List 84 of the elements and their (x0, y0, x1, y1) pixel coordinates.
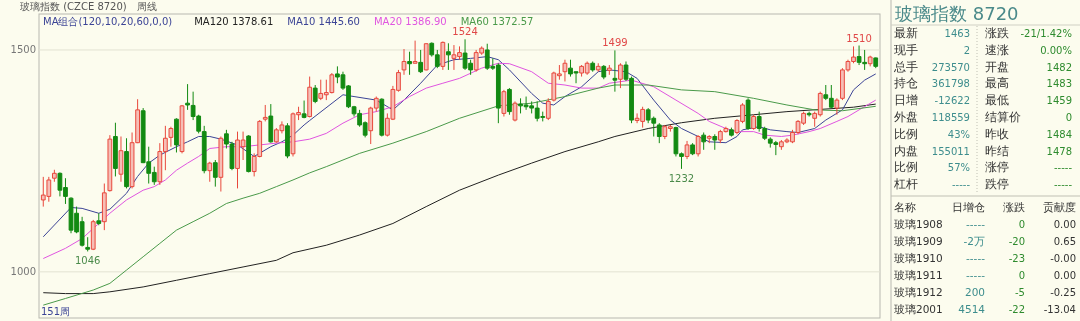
text: 日增仓 (952, 201, 985, 214)
text: 1482 (1046, 61, 1072, 73)
text: 1459 (1046, 95, 1072, 107)
text: ----- (951, 179, 971, 191)
text: 玻璃指数 8720 (895, 3, 1019, 24)
text: 1478 (1046, 145, 1072, 157)
text: MA120 1378.61 (194, 16, 274, 27)
text: 外盘 (894, 110, 918, 124)
text: 速涨 (985, 42, 1009, 57)
text: 持仓 (894, 76, 918, 91)
text: 4514 (958, 303, 986, 315)
text: 最高 (985, 76, 1009, 91)
text: 昨结 (985, 143, 1009, 158)
text: 361798 (931, 78, 970, 90)
text: ----- (966, 252, 986, 264)
text: -23 (1008, 253, 1025, 264)
annotation: 151周 (41, 306, 71, 317)
text: 200 (964, 286, 985, 298)
text: 155011 (931, 145, 970, 157)
text: 2 (963, 44, 970, 56)
text: 玻璃1912 (894, 286, 943, 298)
text: -13.04 (1043, 304, 1076, 315)
text: 最新 (894, 26, 918, 40)
chart-title: 玻璃指数 (CZCE 8720) (20, 1, 127, 12)
text: MA60 1372.57 (460, 16, 534, 27)
text: 118559 (931, 112, 970, 123)
text: ----- (1053, 162, 1073, 174)
text: -21/1.42% (1020, 28, 1072, 39)
text: 玻璃1910 (894, 252, 943, 264)
text: 0.65 (1053, 236, 1076, 247)
text: ----- (966, 218, 986, 230)
text: 内盘 (894, 143, 918, 158)
text: 跌停 (985, 177, 1009, 192)
text: 玻璃1911 (894, 269, 943, 281)
text: 昨收 (985, 126, 1009, 141)
text: ----- (1053, 179, 1073, 191)
text: 0 (1018, 270, 1025, 281)
text: -0.00 (1050, 253, 1076, 264)
text: 涨跌 (985, 26, 1009, 40)
text: 43% (947, 128, 970, 140)
text: 贡献度 (1043, 201, 1076, 214)
text: 结算价 (985, 110, 1021, 124)
y-tick-label: 1000 (10, 266, 36, 278)
text: MA10 1445.60 (287, 16, 360, 27)
text: 0 (1065, 112, 1072, 123)
annotation: 1524 (452, 26, 478, 38)
text: 0 (1018, 219, 1025, 230)
text: 0.00% (1040, 44, 1072, 56)
text: 比例 (894, 126, 918, 141)
text: 比例 (894, 160, 918, 175)
text: -2万 (963, 235, 985, 247)
text: 总手 (893, 59, 918, 74)
text: 现手 (894, 42, 918, 57)
text: 0.00 (1053, 219, 1076, 230)
annotation: 1232 (668, 172, 695, 184)
text: 涨跌 (1003, 201, 1025, 214)
text: 273570 (931, 61, 970, 73)
text: 玻璃1909 (894, 235, 943, 247)
annotation: 1499 (602, 37, 628, 49)
text: 玻璃2001 (894, 303, 943, 315)
text: 杠杆 (893, 177, 918, 192)
text: 玻璃1908 (894, 218, 943, 230)
annotation: 1046 (74, 255, 101, 267)
y-tick-label: 1500 (10, 44, 36, 56)
text: 1483 (1046, 78, 1072, 90)
annotation: 1510 (846, 32, 872, 44)
text: -5 (1015, 287, 1025, 298)
text: 最低 (985, 93, 1009, 108)
text: 57% (947, 162, 970, 174)
text: 1463 (944, 28, 970, 39)
text: -22 (1008, 304, 1025, 315)
text: 0.00 (1053, 270, 1076, 281)
text: 名称 (894, 201, 916, 214)
text: ----- (966, 269, 986, 281)
text: -12622 (934, 95, 970, 107)
text: 涨停 (985, 160, 1009, 175)
text: -20 (1008, 236, 1025, 247)
text: MA20 1386.90 (373, 16, 447, 27)
text: -0.25 (1050, 287, 1076, 298)
text: 1484 (1046, 128, 1072, 140)
text: 日增 (894, 93, 918, 108)
legend-title: MA组合(120,10,20,60,0,0) (43, 16, 173, 27)
text: 开盘 (985, 59, 1009, 74)
chart-subtitle: 周线 (136, 1, 157, 12)
